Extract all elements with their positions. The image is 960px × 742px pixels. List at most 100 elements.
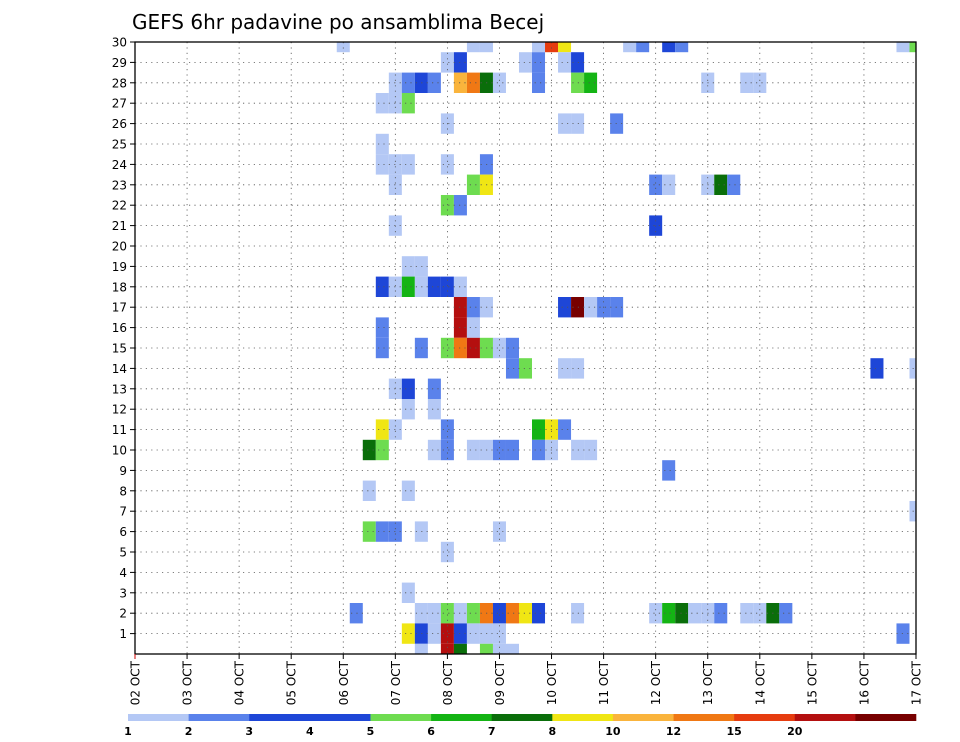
y-tick-label: 17 [112, 301, 127, 315]
precip-cell [518, 358, 533, 379]
precip-cell [401, 582, 415, 603]
x-tick-label: 16 OCT [857, 660, 871, 705]
precip-cell [662, 42, 676, 53]
y-tick-label: 15 [112, 342, 127, 356]
precip-cell [466, 174, 480, 195]
y-tick-label: 28 [112, 76, 127, 90]
legend-swatch [673, 714, 735, 721]
x-axis-ticks: 02 OCT 03 OCT 04 OCT 05 OCT 06 OCT 07 OCT 08 O… [129, 654, 924, 705]
precip-cell [492, 337, 506, 359]
precip-cell [401, 72, 415, 93]
legend-swatch [734, 714, 796, 721]
y-tick-label: 26 [112, 117, 127, 131]
precip-cell [505, 358, 519, 379]
precip-cell [375, 317, 389, 338]
legend-swatch [612, 714, 674, 721]
x-tick-label: 04 OCT [233, 660, 247, 705]
precip-cell [584, 297, 598, 318]
precip-cell [727, 174, 741, 195]
precip-cell [532, 72, 546, 93]
precip-cell [453, 297, 467, 318]
precip-cell [401, 276, 415, 297]
x-tick-label: 06 OCT [337, 660, 351, 705]
precip-cell [492, 603, 506, 624]
precip-cell [440, 52, 454, 73]
precip-cell [571, 113, 585, 134]
legend-label: 5 [367, 725, 375, 738]
precip-cell [571, 358, 585, 379]
precip-cell [466, 297, 480, 318]
y-tick-label: 1 [119, 627, 127, 641]
legend-swatch [188, 714, 250, 721]
legend-swatch [431, 714, 492, 721]
y-tick-label: 20 [112, 240, 127, 254]
precip-cell [375, 419, 389, 440]
chart-title: GEFS 6hr padavine po ansamblima Becej [132, 10, 544, 34]
color-legend: 1 2 3 4 5 6 7 8 10 12 15 20 [124, 714, 917, 738]
precip-cell [440, 419, 454, 440]
precip-cell [558, 419, 572, 440]
precip-cell [675, 603, 689, 624]
precip-cell [714, 603, 728, 624]
precip-cell [466, 72, 480, 93]
precip-cell [571, 52, 585, 73]
precip-cell [466, 42, 480, 53]
precip-cell [336, 42, 350, 53]
precip-cell [623, 42, 637, 53]
precip-cell [532, 52, 546, 73]
precip-cell [401, 154, 415, 175]
y-tick-label: 14 [112, 362, 127, 376]
legend-swatch [794, 714, 856, 721]
precip-cell [427, 72, 441, 93]
x-tick-label: 12 OCT [649, 660, 663, 705]
precip-cell [375, 93, 389, 114]
precip-cell [414, 643, 428, 654]
legend-label: 7 [488, 725, 496, 738]
precip-cell [558, 113, 572, 134]
precip-cell [675, 42, 689, 53]
precip-cell [896, 42, 910, 53]
precip-cell [440, 154, 454, 175]
precip-cell [362, 439, 376, 461]
precip-cell [532, 419, 546, 440]
y-tick-label: 23 [112, 178, 127, 192]
precip-cell [740, 72, 754, 93]
precip-cell [571, 72, 585, 93]
y-tick-label: 24 [112, 158, 127, 172]
precip-cell [453, 623, 467, 644]
y-tick-label: 13 [112, 382, 127, 396]
y-tick-label: 18 [112, 280, 127, 294]
y-tick-label: 10 [112, 444, 127, 458]
legend-label: 6 [427, 725, 435, 738]
precip-cell [427, 603, 441, 624]
x-tick-label: 13 OCT [701, 660, 715, 705]
precip-cell [571, 439, 585, 461]
y-axis-ticks: 1234567891011121314151617181920212223242… [112, 36, 135, 641]
precip-cell [479, 643, 493, 654]
precip-cell [401, 480, 415, 501]
precip-cell [466, 317, 480, 338]
y-tick-label: 30 [112, 36, 127, 50]
precip-cell [349, 603, 363, 624]
precipitation-cells [336, 42, 916, 654]
precip-cell [505, 337, 519, 359]
x-tick-label: 07 OCT [389, 660, 403, 705]
legend-label: 3 [245, 725, 253, 738]
precip-cell [440, 276, 454, 297]
precip-cell [505, 439, 519, 461]
precip-cell [440, 541, 454, 563]
precip-cell [427, 399, 441, 420]
y-tick-label: 22 [112, 199, 127, 213]
precip-cell [714, 174, 728, 195]
precip-cell [518, 52, 533, 73]
precip-cell [440, 337, 454, 359]
precip-cell [375, 337, 389, 359]
precip-cell [427, 378, 441, 399]
precip-cell [649, 603, 663, 624]
y-tick-label: 8 [119, 484, 127, 498]
y-tick-label: 9 [119, 464, 127, 478]
precip-cell [870, 358, 884, 379]
precip-cell [584, 439, 598, 461]
precip-cell [492, 643, 506, 654]
